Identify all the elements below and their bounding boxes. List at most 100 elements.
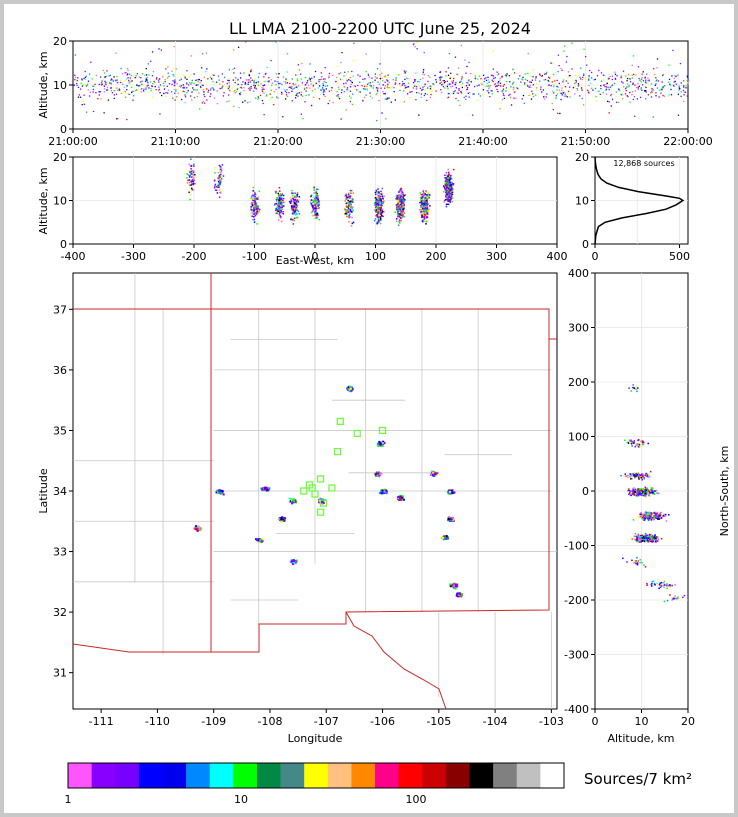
altitude-time-source [620, 76, 623, 78]
altitude-eastwest-source [380, 209, 383, 211]
altitude-eastwest-source [397, 203, 399, 205]
northsouth-source [640, 515, 642, 517]
altitude-time-source [310, 83, 312, 85]
altitude-time-source [146, 79, 148, 82]
altitude-eastwest-source [348, 210, 350, 212]
altitude-time-source [645, 86, 647, 89]
altitude-time-source [173, 84, 176, 86]
altitude-eastwest-source [291, 213, 294, 215]
northsouth-source [662, 514, 665, 517]
altitude-time-source [646, 73, 648, 75]
altitude-time-source [147, 84, 149, 86]
altitude-time-source [295, 86, 297, 88]
altitude-time-source [610, 105, 613, 107]
altitude-time-source [308, 78, 310, 80]
altitude-time-source [447, 96, 450, 98]
northsouth-source [651, 488, 654, 490]
altitude-time-source [145, 78, 147, 81]
altitude-time-source [473, 93, 475, 95]
altitude-time-source [381, 112, 383, 114]
altitude-eastwest-source [421, 202, 423, 205]
altitude-time-source [639, 96, 642, 99]
altitude-time-source [196, 95, 198, 98]
plan-view-source [281, 516, 284, 519]
altitude-time-source [337, 65, 339, 67]
altitude-time-source [233, 67, 236, 69]
altitude-time-source [520, 81, 522, 83]
plan-view-source [448, 516, 451, 519]
altitude-eastwest-source [250, 197, 252, 199]
altitude-eastwest-source [421, 220, 423, 223]
altitude-eastwest-source [450, 192, 452, 195]
northsouth-source [629, 492, 631, 494]
altitude-time-source [606, 100, 609, 102]
altitude-eastwest-source [252, 190, 255, 192]
northsouth-source [642, 494, 645, 497]
plan-view-x-tick-label: -104 [483, 715, 508, 728]
altitude-time-source [386, 86, 389, 89]
altitude-time-source [244, 100, 246, 102]
northsouth-source [642, 488, 645, 491]
altitude-time-source [379, 63, 381, 65]
altitude-eastwest-source [292, 208, 294, 210]
altitude-time-source [423, 74, 426, 76]
altitude-time-source [264, 80, 266, 83]
altitude-time-source [142, 83, 144, 85]
altitude-time-source [678, 85, 680, 87]
altitude-eastwest-source [309, 201, 312, 203]
plan-view-source [292, 500, 295, 503]
altitude-eastwest-source [350, 204, 352, 206]
altitude-time-source [474, 75, 476, 77]
plan-view-source [401, 496, 404, 499]
altitude-eastwest-source [445, 203, 448, 206]
altitude-time-source [387, 85, 389, 87]
altitude-time-source [532, 84, 535, 86]
altitude-time-source [233, 72, 235, 74]
altitude-time-source [451, 85, 454, 87]
altitude-time-source [300, 94, 302, 96]
altitude-time-source [309, 63, 311, 65]
altitude-time-source [429, 96, 432, 99]
plan-view-source [349, 385, 352, 388]
altitude-eastwest-source [280, 202, 283, 205]
altitude-eastwest-source [217, 183, 219, 185]
northsouth-source [633, 387, 636, 390]
altitude-time-source [384, 93, 386, 95]
altitude-time-source [588, 79, 590, 81]
altitude-time-source [583, 73, 585, 75]
northsouth-source [628, 488, 631, 491]
altitude-eastwest-source [315, 191, 318, 193]
altitude-time-source [363, 96, 366, 99]
altitude-eastwest-source [351, 198, 354, 201]
northsouth-source [635, 493, 638, 496]
northsouth-source [652, 492, 654, 495]
altitude-time-source [466, 88, 468, 91]
altitude-eastwest-source [277, 199, 280, 201]
altitude-eastwest-source [445, 185, 448, 188]
altitude-eastwest-source [280, 220, 283, 223]
altitude-time-source [95, 74, 98, 77]
altitude-eastwest-source [351, 197, 353, 200]
altitude-time-source [164, 80, 166, 83]
altitude-time-source [156, 77, 158, 79]
northsouth-source [648, 517, 651, 520]
northsouth-source [634, 488, 637, 491]
altitude-time-source [638, 77, 640, 80]
altitude-time-source [243, 72, 245, 74]
altitude-time-source [505, 87, 508, 89]
altitude-time-source [467, 92, 470, 95]
altitude-time-source [387, 80, 389, 82]
northsouth-source [642, 474, 645, 477]
northsouth-source [645, 489, 647, 492]
altitude-eastwest-source [449, 188, 452, 190]
lma-station-marker [317, 475, 325, 483]
altitude-time-source [302, 117, 304, 120]
altitude-time-source [532, 93, 534, 95]
northsouth-source [651, 491, 654, 493]
altitude-time-source [589, 82, 592, 84]
altitude-eastwest-source [398, 215, 401, 218]
altitude-time-source [120, 67, 122, 70]
altitude-eastwest-source [398, 194, 401, 196]
northsouth-source [658, 492, 660, 495]
altitude-eastwest-source [378, 215, 381, 218]
